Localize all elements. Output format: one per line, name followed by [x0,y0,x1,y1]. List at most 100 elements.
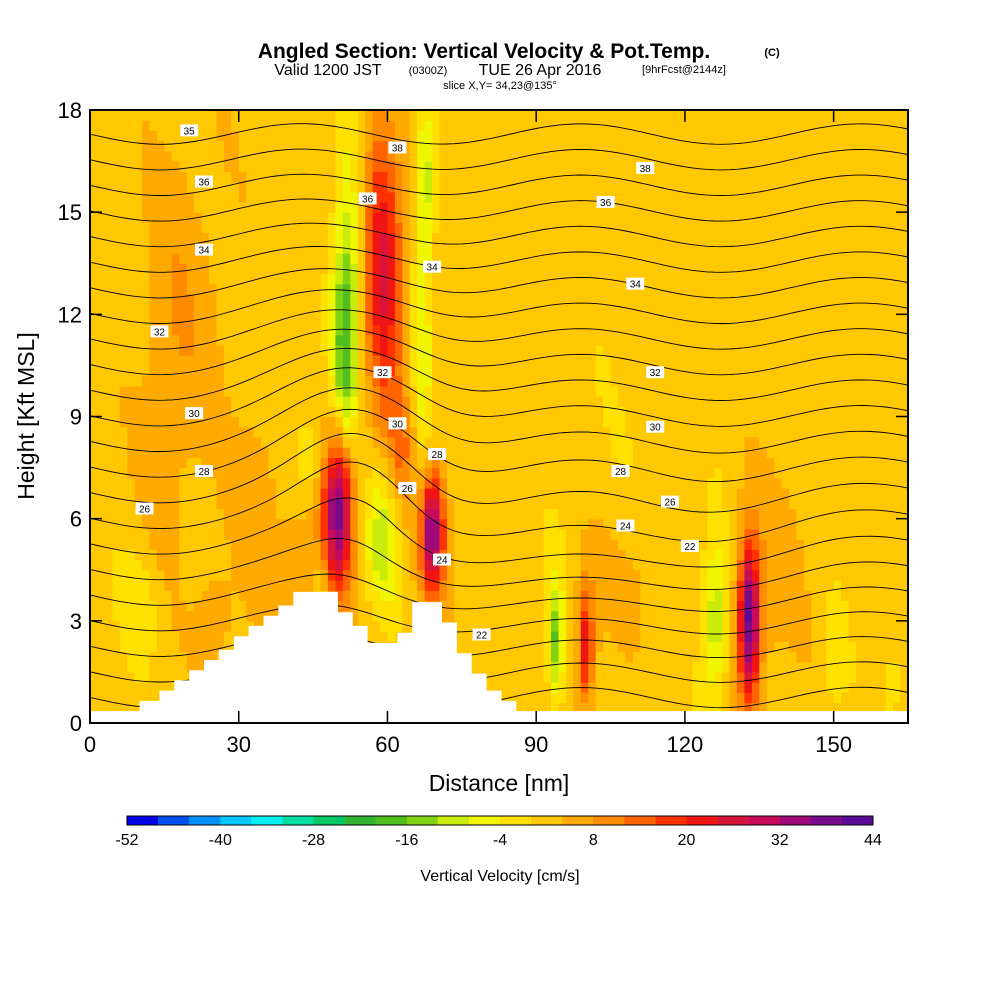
heat-cell [781,569,790,581]
heat-cell [461,641,470,653]
heat-cell [565,436,574,448]
heat-cell [632,539,641,550]
heat-cell [796,671,805,683]
heat-cell [186,273,195,285]
heat-cell [558,314,567,326]
heat-cell [900,334,908,346]
heat-cell [774,457,783,469]
heat-cell [640,477,649,489]
heat-cell [223,406,232,418]
heat-cell [610,631,619,642]
heat-cell [97,631,106,642]
heat-cell [484,488,493,499]
heat-cell [179,651,188,663]
heat-cell [558,518,567,530]
heat-cell [647,610,656,622]
heat-cell [781,559,790,571]
heat-cell [774,355,783,367]
heat-cell [461,539,470,550]
heat-cell [692,263,701,275]
heat-cell [194,447,203,458]
heat-cell [573,273,582,285]
heat-cell [387,631,396,642]
heat-cell [476,641,485,653]
heat-cell [432,334,441,346]
heat-cell [551,314,560,326]
heat-cell [699,682,708,693]
heat-cell [261,324,270,336]
heat-cell [513,590,522,601]
heat-cell [811,569,820,581]
heat-cell [640,631,649,642]
heat-cell [417,559,426,571]
heat-cell [104,283,113,295]
heat-cell [506,661,515,673]
heat-cell [677,641,686,653]
heat-cell [476,600,485,612]
heat-cell [863,590,872,601]
heat-cell [707,293,716,305]
heat-cell [469,396,478,407]
heat-cell [714,508,723,520]
heat-cell [216,416,225,428]
heat-cell [372,508,381,520]
heat-cell [863,263,872,275]
heat-cell [179,661,188,673]
heat-cell [610,436,619,448]
heat-cell [528,651,537,663]
heat-cell [521,273,530,285]
heat-cell [513,579,522,591]
heat-cell [833,600,842,612]
heat-cell [90,365,99,377]
heat-cell [424,334,433,346]
heat-cell [90,651,99,663]
heat-cell [424,477,433,489]
heat-cell [484,539,493,550]
heat-cell [342,467,351,479]
heat-cell [781,590,790,601]
heat-cell [372,631,381,642]
heat-cell [417,436,426,448]
heat-cell [684,273,693,285]
heat-cell [506,396,515,407]
heat-cell [826,314,835,326]
heat-cell [603,467,612,479]
heat-cell [707,508,716,520]
heat-cell [461,447,470,458]
heat-cell [580,661,589,673]
heat-cell [290,579,299,591]
heat-cell [796,610,805,622]
heat-cell [439,508,448,520]
heat-cell [625,610,634,622]
heat-cell [900,385,908,397]
heat-cell [766,600,775,612]
heat-cell [803,661,812,673]
heat-cell [127,539,136,550]
heat-cell [208,528,218,540]
heat-cell [112,539,121,550]
heat-cell [499,365,508,377]
heat-cell [677,692,686,704]
heat-cell [692,498,701,510]
heat-cell [699,355,708,367]
heat-cell [670,375,679,387]
heat-cell [789,283,798,295]
heat-cell [677,569,686,581]
heat-cell [855,579,864,591]
heat-cell [134,293,143,305]
heat-cell [841,518,850,530]
heat-cell [818,661,827,673]
heat-cell [610,692,619,704]
heat-cell [275,385,284,397]
heat-cell [796,661,805,673]
heat-cell [588,671,597,683]
heat-cell [142,324,151,336]
heat-cell [149,620,158,632]
heat-cell [811,263,820,275]
heat-cell [811,610,820,622]
heat-cell [402,528,411,540]
heat-cell [253,600,262,612]
heat-cell [238,518,247,530]
heat-cell [751,467,760,479]
heat-cell [216,539,225,550]
